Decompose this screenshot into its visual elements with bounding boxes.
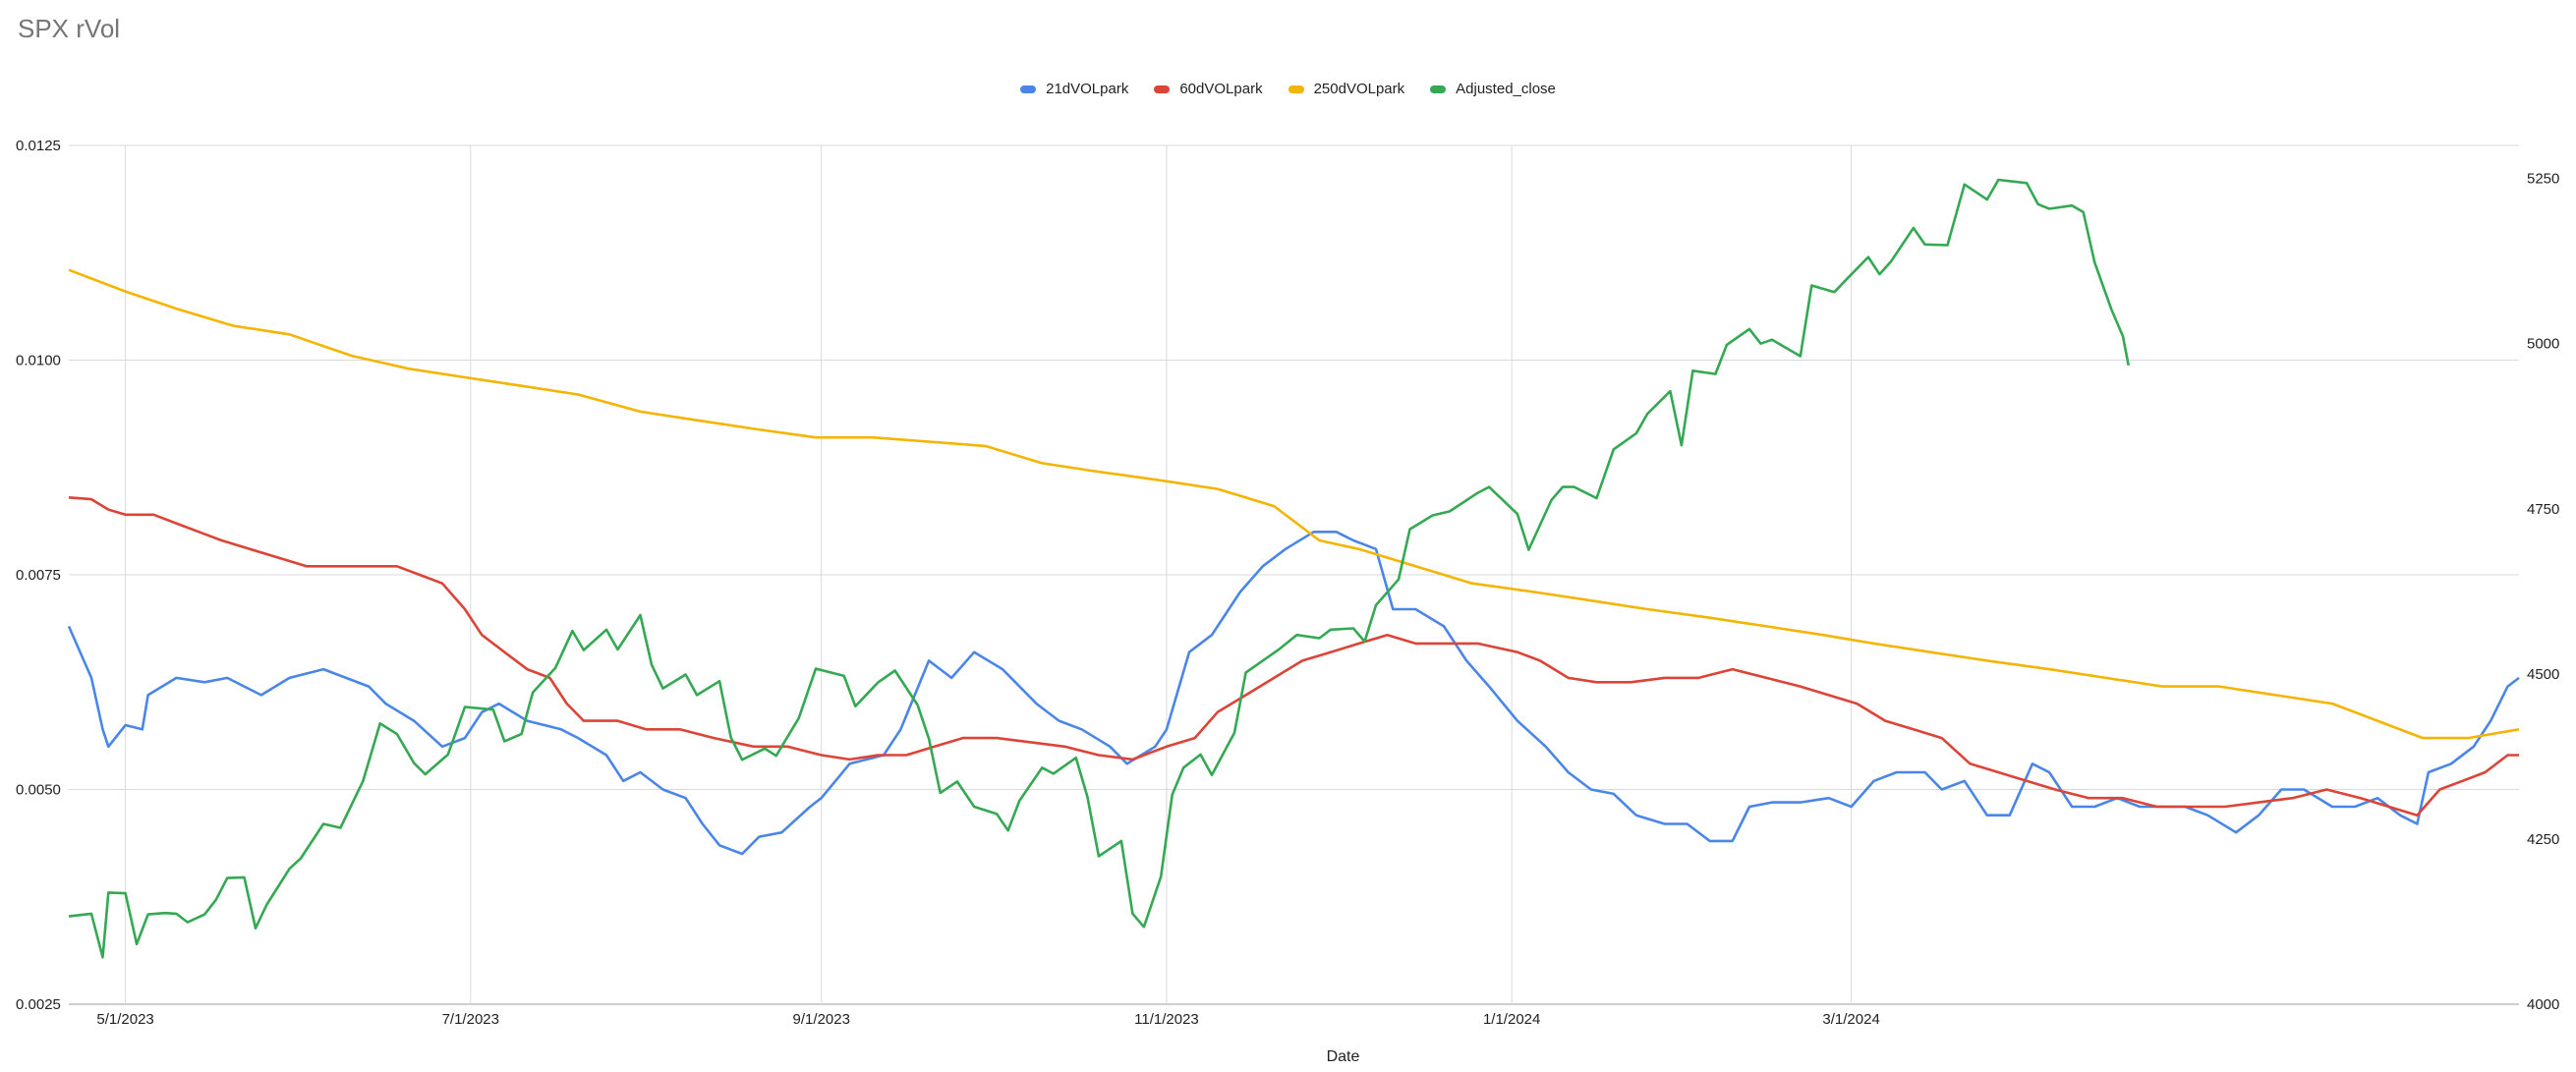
legend-swatch xyxy=(1288,85,1304,93)
legend-swatch xyxy=(1020,85,1037,93)
series-line-250dvolpark xyxy=(68,268,2520,740)
legend-label: 60dVOLpark xyxy=(1179,81,1263,97)
x-axis-title: Date xyxy=(1327,1048,1360,1065)
legend-item: 60dVOLpark xyxy=(1154,81,1263,97)
x-tick-label: 1/1/2024 xyxy=(1483,1011,1540,1028)
series-line-60dvolpark xyxy=(68,496,2519,817)
y-right-tick-label: 4000 xyxy=(2527,996,2559,1013)
y-left-tick-label: 0.0025 xyxy=(16,996,61,1013)
legend-item: 250dVOLpark xyxy=(1288,81,1405,97)
y-left-tick-label: 0.0100 xyxy=(16,353,61,369)
legend-swatch xyxy=(1154,85,1171,93)
series-line-21dvolpark xyxy=(67,531,2520,856)
x-tick-label: 7/1/2023 xyxy=(442,1011,499,1028)
legend-label: 21dVOLpark xyxy=(1046,81,1129,97)
x-tick-label: 9/1/2023 xyxy=(793,1011,850,1028)
y-left-tick-label: 0.0050 xyxy=(16,782,61,799)
legend-item: Adjusted_close xyxy=(1430,81,1556,97)
x-tick-label: 11/1/2023 xyxy=(1134,1011,1199,1028)
x-tick-label: 3/1/2024 xyxy=(1822,1011,1879,1028)
y-left-tick-label: 0.0125 xyxy=(16,138,61,154)
legend-swatch xyxy=(1430,85,1447,93)
y-right-tick-label: 4500 xyxy=(2527,666,2559,683)
legend-label: 250dVOLpark xyxy=(1313,81,1405,97)
chart-legend: 21dVOLpark 60dVOLpark 250dVOLpark Adjusted_… xyxy=(0,81,2576,97)
chart-title: SPX rVol xyxy=(18,14,121,43)
y-right-tick-label: 5000 xyxy=(2527,336,2559,353)
y-right-tick-label: 4250 xyxy=(2527,831,2559,848)
x-tick-label: 5/1/2023 xyxy=(96,1011,153,1028)
y-left-tick-label: 0.0075 xyxy=(16,567,61,584)
legend-item: 21dVOLpark xyxy=(1020,81,1128,97)
y-right-tick-label: 4750 xyxy=(2527,501,2559,518)
y-right-tick-label: 5250 xyxy=(2527,171,2559,188)
legend-label: Adjusted_close xyxy=(1456,81,1556,97)
series-line-adjusted-close xyxy=(68,178,2130,959)
